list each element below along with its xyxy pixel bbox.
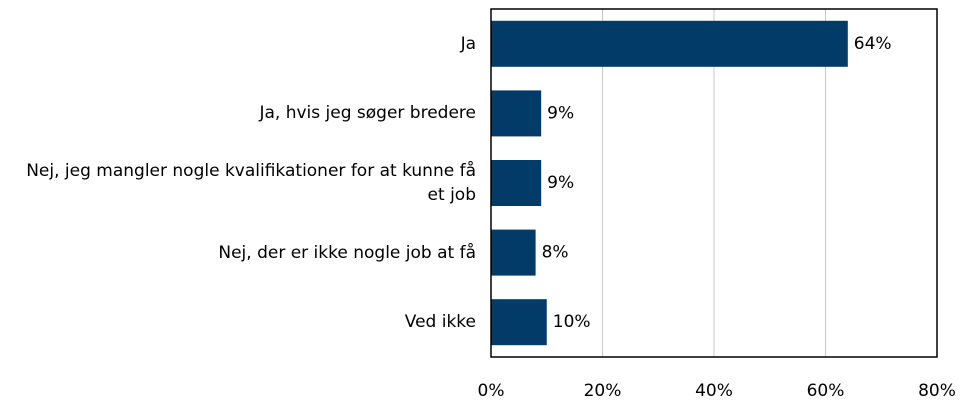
bar: [491, 90, 542, 137]
y-tick-label: Nej, jeg mangler nogle kvalifikationer f…: [26, 160, 476, 205]
y-tick-label: Ja: [460, 33, 476, 54]
bar: [491, 160, 542, 206]
bar: [491, 20, 848, 67]
y-tick-label: Nej, der er ikke nogle job at få: [218, 242, 476, 263]
bar: [491, 299, 547, 346]
x-tick-label: 60%: [807, 381, 845, 401]
plot-border: [490, 8, 938, 358]
data-label: 64%: [854, 34, 892, 54]
x-tick-label: 0%: [478, 381, 505, 401]
x-tick-label: 20%: [584, 381, 622, 401]
y-tick-label: Ved ikke: [404, 312, 476, 333]
x-tick-label: 80%: [918, 381, 956, 401]
y-tick-label: Ja, hvis jeg søger bredere: [259, 103, 476, 124]
data-label: 8%: [542, 243, 569, 263]
data-label: 9%: [547, 173, 574, 193]
data-label: 9%: [547, 103, 574, 123]
data-label: 10%: [553, 312, 591, 332]
x-tick-label: 40%: [695, 381, 733, 401]
bar: [491, 229, 536, 276]
